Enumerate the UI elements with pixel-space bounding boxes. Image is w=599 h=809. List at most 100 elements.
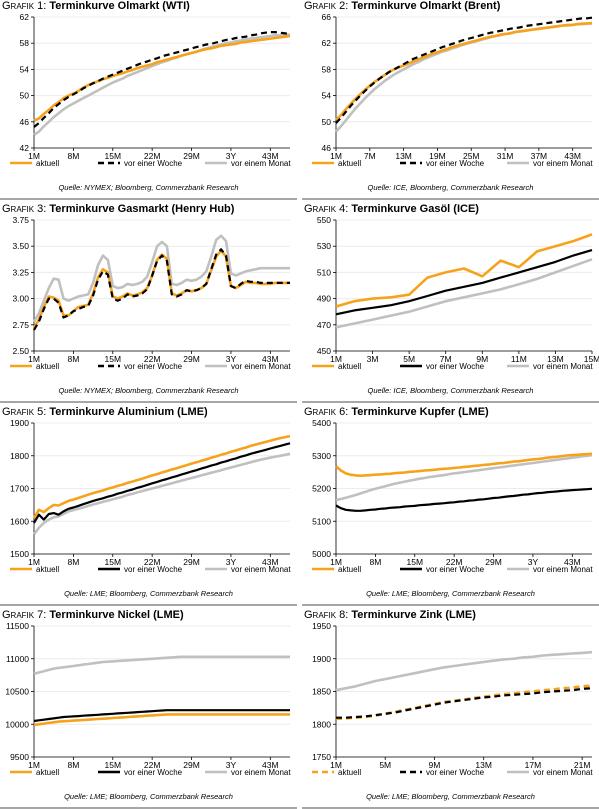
legend-label-current: aktuell [338,159,361,168]
y-tick-label: 11500 [6,621,29,631]
y-tick-label: 3.00 [12,294,29,304]
chart-title-text: Terminkurve Gasmarkt (Henry Hub) [49,203,235,215]
chart-source: Quelle: LME; Bloomberg, Commerzbank Rese… [64,792,233,801]
series-line-week [33,442,291,524]
x-tick-label: 1M [28,557,40,567]
series-line-current [335,452,593,477]
chart-panel-2: Grafik 2: Terminkurve Olmarkt (Brent) 46 5… [302,0,599,200]
y-tick-label: 1900 [10,418,29,428]
x-tick-label: 11M [511,354,527,364]
chart-panel-5: Grafik 5: Terminkurve Aluminium (LME) 150… [0,406,300,606]
y-tick-label: 5100 [312,516,331,526]
chart-source: Quelle: LME; Bloomberg, Commerzbank Rese… [366,589,535,598]
panel-divider [0,807,297,809]
x-tick-label: 1M [28,760,40,770]
legend-label-week: vor einer Woche [426,159,485,168]
y-tick-label: 54 [20,64,30,74]
legend-label-month: vor einem Monat [533,565,593,574]
y-tick-label: 3.75 [12,215,29,225]
y-tick-label: 510 [317,267,331,277]
x-tick-label: 8M [369,557,381,567]
y-tick-label: 2.50 [12,346,29,356]
series-line-current [32,249,290,329]
y-tick-label: 10500 [5,687,29,697]
chart-number: Grafik 3: [2,203,50,215]
x-tick-label: 22M [144,354,161,364]
chart-svg: 1500 1600 1700 1800 1900 1M 8M 15M 22M 29M 3Y 43M ak… [10,418,291,574]
x-tick-label: 43M [262,760,279,770]
y-tick-label: 1500 [10,549,29,559]
chart-panel-4: Grafik 4: Terminkurve Gasöl (ICE) 450 470 4… [302,203,599,403]
y-tick-label: 1700 [10,484,29,494]
panel-divider [0,198,297,200]
legend-label-month: vor einem Monat [533,768,593,777]
chart-title: Grafik 4: Terminkurve Gasöl (ICE) [304,203,479,215]
series-line-current [33,713,290,727]
x-tick-label: 3Y [226,760,237,770]
chart-title: Grafik 8: Terminkurve Zink (LME) [304,609,476,621]
x-tick-label: 13M [475,760,492,770]
x-tick-label: 5M [403,354,415,364]
chart-title: Grafik 3: Terminkurve Gasmarkt (Henry Hu… [2,203,234,215]
y-tick-label: 62 [20,12,30,22]
legend-label-week: vor einer Woche [124,768,183,777]
x-tick-label: 43M [262,557,279,567]
series-line-month [335,258,593,329]
x-tick-label: 5M [379,760,391,770]
chart-title-text: Terminkurve Zink (LME) [351,609,476,621]
legend-label-week: vor einer Woche [426,565,485,574]
x-tick-label: 1M [330,760,342,770]
series-line-current [335,21,593,121]
y-tick-label: 1600 [10,516,29,526]
chart-source: Quelle: NYMEX; Bloomberg, Commerzbank Re… [58,183,239,192]
chart-number: Grafik 7: [2,609,50,621]
x-tick-label: 3M [367,354,379,364]
chart-svg: 2.50 2.75 3.00 3.25 3.50 3.75 1M 8M 15M 22M 29M 3Y 4… [10,215,291,371]
y-tick-label: 42 [20,143,30,153]
chart-title-text: Terminkurve Olmarkt (Brent) [351,0,501,12]
series-line-current [32,434,291,519]
y-tick-label: 58 [322,64,332,74]
x-tick-label: 3Y [226,557,237,567]
y-tick-label: 1850 [312,687,331,697]
x-tick-label: 13M [395,151,412,161]
x-tick-label: 43M [564,557,581,567]
chart-title-text: Terminkurve Olmarkt (WTI) [49,0,190,12]
legend-label-month: vor einem Monat [231,565,291,574]
x-tick-label: 1M [330,557,342,567]
chart-panel-8: Grafik 8: Terminkurve Zink (LME) 1750 1800… [302,609,599,809]
x-tick-label: 43M [262,354,279,364]
y-tick-label: 58 [20,38,30,48]
chart-title: Grafik 1: Terminkurve Olmarkt (WTI) [2,0,190,12]
series-line-week [335,487,593,512]
chart-number: Grafik 6: [304,406,352,418]
chart-svg: 9500 10000 10500 11000 11500 1M 8M 15M 22M 29M 3Y 4… [5,621,291,777]
chart-svg: 5000 5100 5200 5300 5400 1M 8M 15M 22M 29M 3Y 43M ak… [312,418,593,574]
y-tick-label: 1800 [10,451,29,461]
y-tick-label: 54 [322,91,332,101]
series-line-week [335,16,593,124]
x-tick-label: 3Y [528,557,539,567]
y-tick-label: 2.75 [12,320,29,330]
y-tick-label: 66 [322,12,332,22]
y-tick-label: 50 [322,117,332,127]
chart-panel-1: Grafik 1: Terminkurve Olmarkt (WTI) 42 46 5… [0,0,300,200]
y-tick-label: 50 [20,91,30,101]
x-tick-label: 19M [429,151,446,161]
legend-label-month: vor einem Monat [231,159,291,168]
x-tick-label: 43M [564,151,581,161]
y-tick-label: 5400 [312,418,331,428]
series-line-week [335,249,593,316]
x-tick-label: 7M [440,354,452,364]
x-tick-label: 25M [463,151,480,161]
chart-source: Quelle: NYMEX; Bloomberg, Commerzbank Re… [58,386,239,395]
x-tick-label: 3Y [226,151,237,161]
y-tick-label: 1750 [312,752,331,762]
y-tick-label: 62 [322,38,332,48]
chart-panel-6: Grafik 6: Terminkurve Kupfer (LME) 5000 51… [302,406,599,606]
x-tick-label: 22M [446,557,463,567]
panel-divider [302,401,599,403]
x-tick-label: 17M [525,760,542,770]
chart-title-text: Terminkurve Gasöl (ICE) [351,203,479,215]
y-tick-label: 1800 [312,719,331,729]
